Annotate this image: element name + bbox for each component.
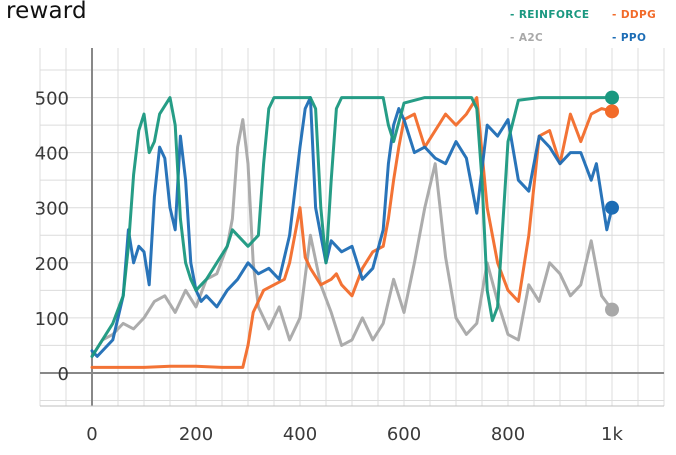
y-tick-label: 400 bbox=[35, 144, 69, 165]
legend-item-a2c: - A2C bbox=[510, 32, 543, 44]
end-marker-ppo bbox=[605, 200, 619, 215]
end-marker-a2c bbox=[605, 302, 619, 317]
series-line-reinforce bbox=[90, 96, 614, 358]
y-tick-label: 100 bbox=[35, 309, 69, 330]
legend-item-ppo: - PPO bbox=[612, 32, 646, 44]
series-line-ppo bbox=[90, 96, 614, 358]
x-tick-label: 400 bbox=[283, 424, 317, 445]
x-tick-label: 800 bbox=[491, 424, 525, 445]
series-line-ddpg bbox=[90, 96, 614, 369]
y-tick-label: 200 bbox=[35, 254, 69, 275]
x-tick-label: 1k bbox=[601, 424, 623, 445]
series-line-a2c bbox=[90, 118, 614, 358]
chart-title: reward bbox=[6, 0, 87, 24]
x-tick-label: 0 bbox=[86, 424, 97, 445]
y-tick-label: 300 bbox=[35, 199, 69, 220]
y-tick-label: 0 bbox=[58, 364, 69, 385]
legend-item-ddpg: - DDPG bbox=[612, 9, 656, 21]
legend-item-reinforce: - REINFORCE bbox=[510, 9, 589, 21]
y-tick-label: 500 bbox=[35, 89, 69, 110]
end-marker-ddpg bbox=[605, 104, 619, 119]
x-tick-label: 200 bbox=[179, 424, 213, 445]
x-tick-label: 600 bbox=[387, 424, 421, 445]
end-marker-reinforce bbox=[605, 90, 619, 105]
